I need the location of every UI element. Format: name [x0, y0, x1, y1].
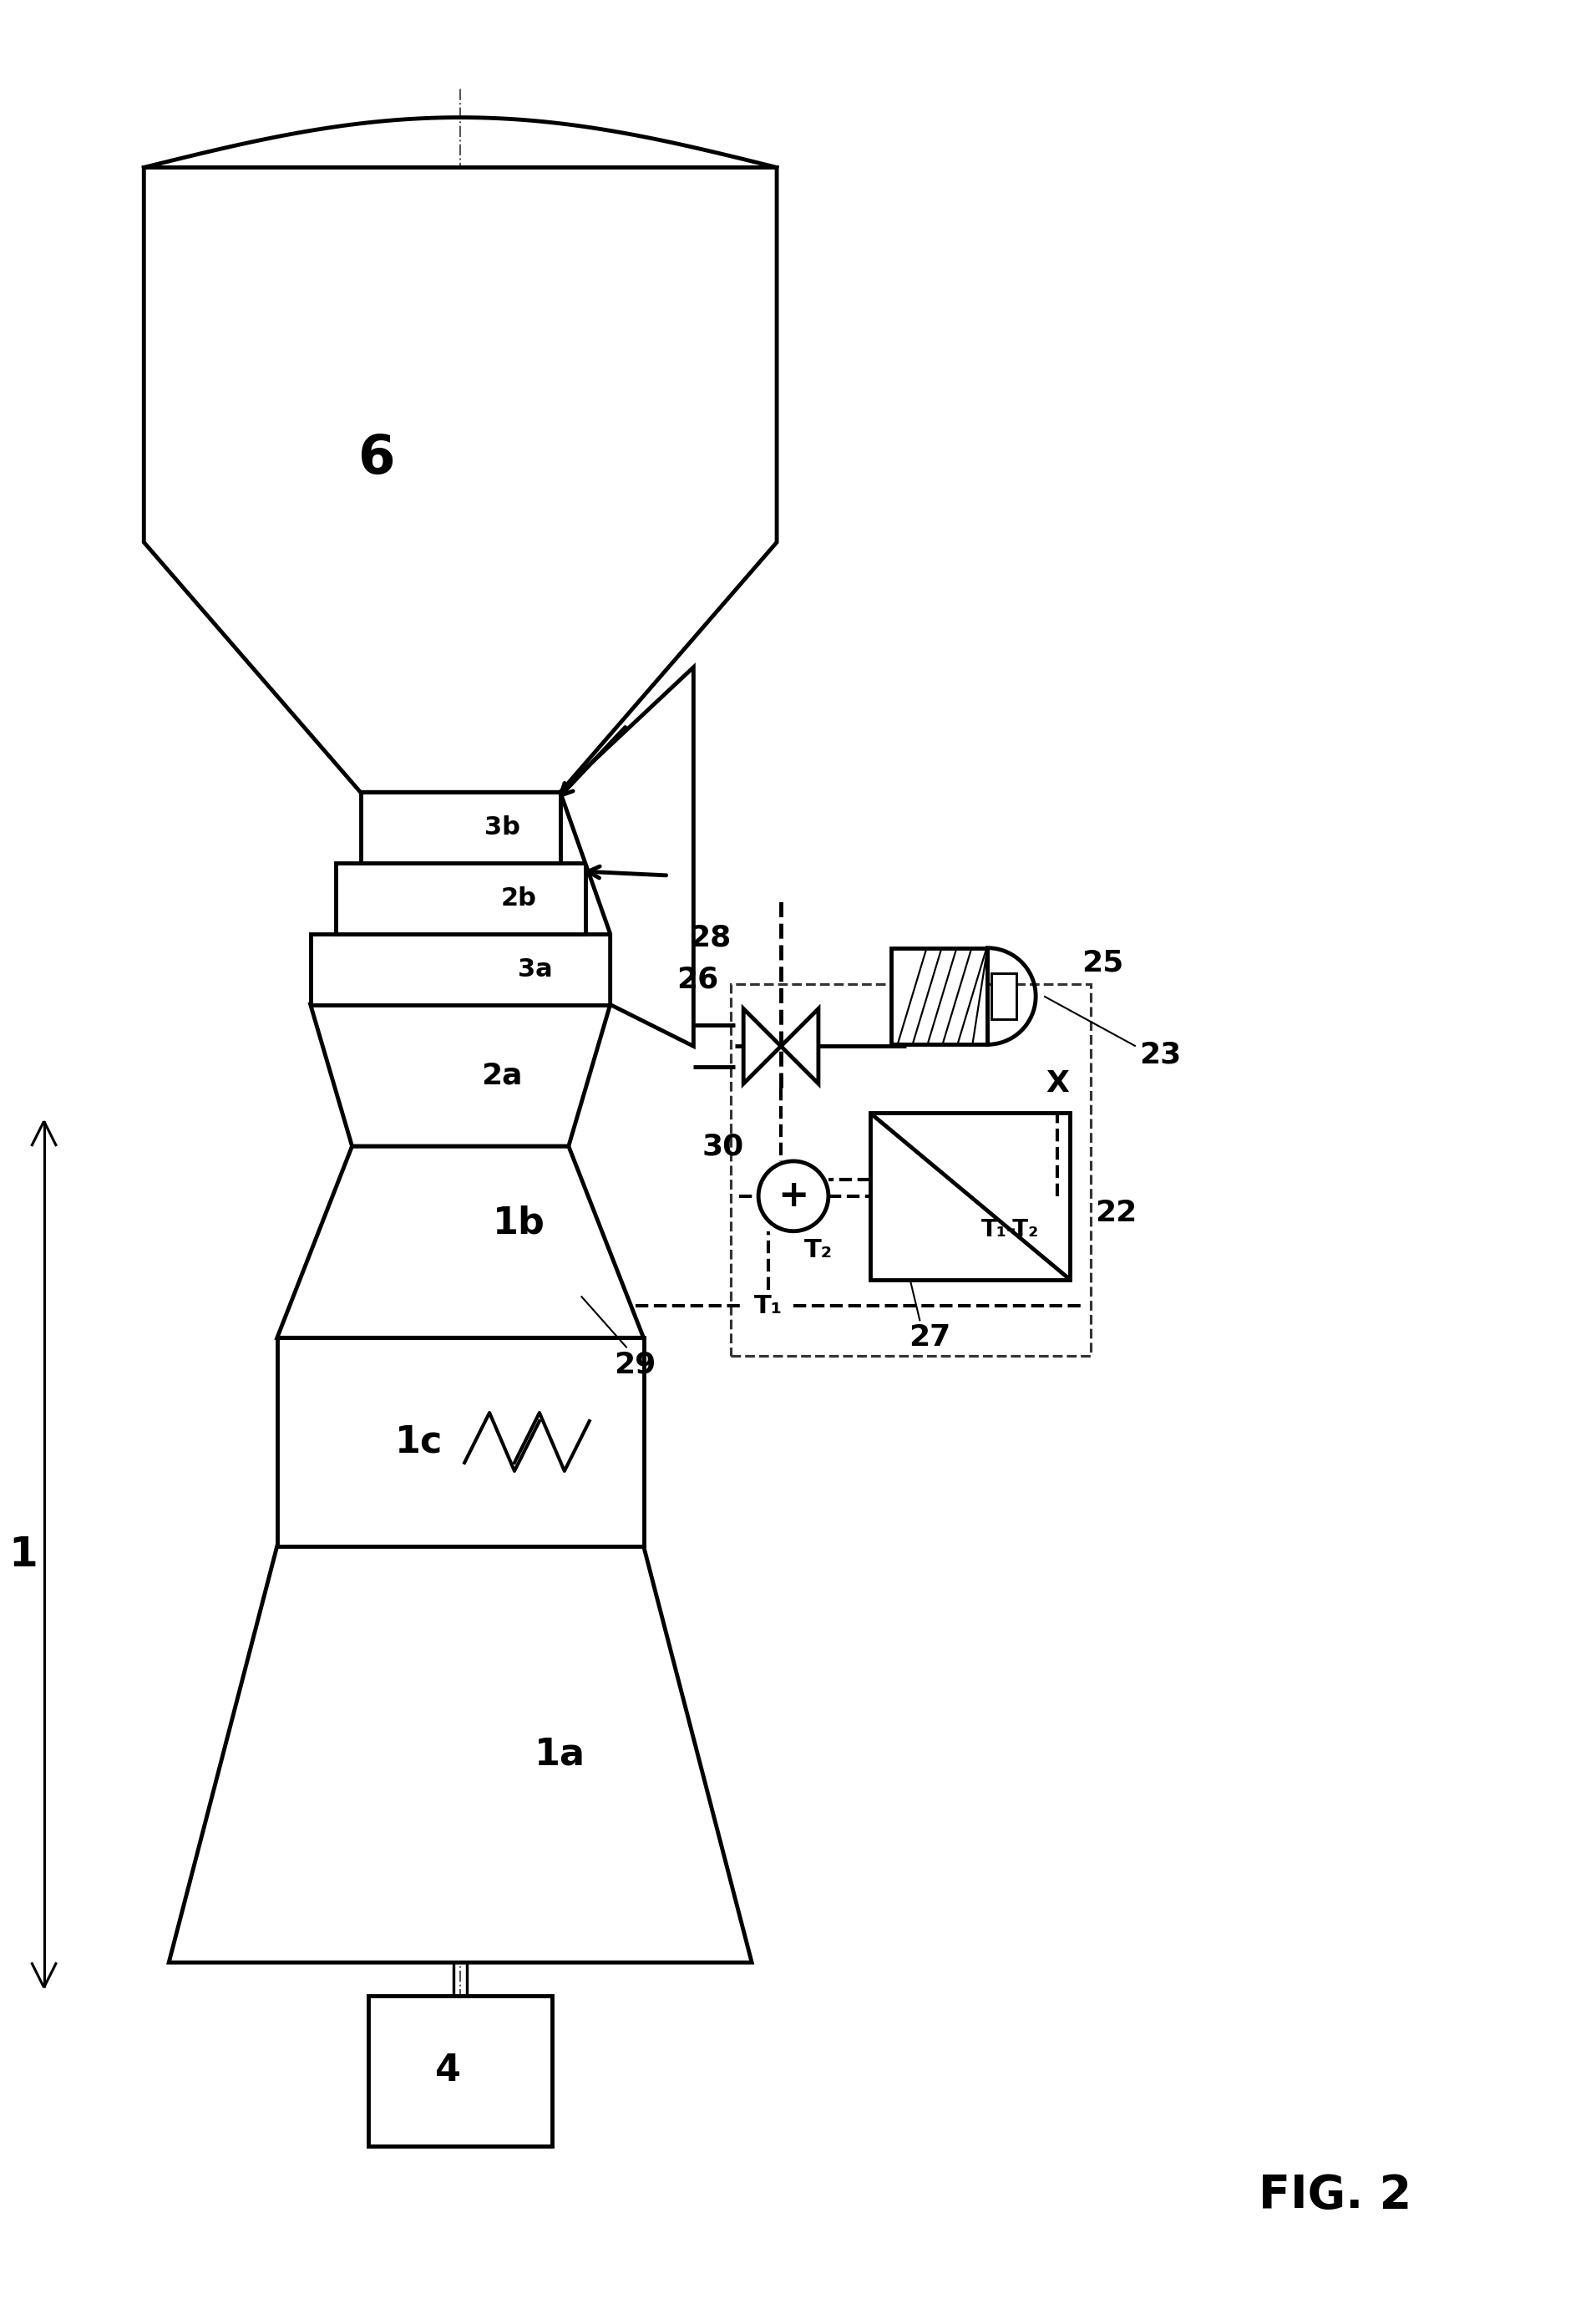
Text: 25: 25: [1082, 949, 1124, 977]
Bar: [991, 972, 1017, 1018]
Text: T₂: T₂: [804, 1239, 833, 1262]
Polygon shape: [744, 1009, 780, 1083]
Text: 28: 28: [689, 924, 731, 952]
Text: T₁: T₁: [755, 1294, 782, 1317]
Circle shape: [758, 1161, 828, 1232]
Text: 23: 23: [1140, 1041, 1181, 1069]
Text: 6: 6: [359, 432, 396, 485]
Text: 3b: 3b: [484, 816, 520, 839]
Polygon shape: [780, 1009, 819, 1083]
Bar: [361, 793, 560, 862]
Polygon shape: [560, 667, 694, 1046]
Text: 26: 26: [677, 966, 718, 993]
Text: 1a: 1a: [535, 1736, 586, 1773]
Text: FIG. 2: FIG. 2: [1258, 2173, 1411, 2219]
Text: T₁-T₂: T₁-T₂: [982, 1218, 1039, 1241]
Text: X: X: [1045, 1069, 1069, 1099]
Bar: [278, 1338, 643, 1545]
Bar: [369, 1996, 552, 2145]
Polygon shape: [169, 1545, 752, 1963]
Text: 30: 30: [702, 1131, 744, 1161]
Text: 27: 27: [910, 1324, 951, 1352]
Polygon shape: [311, 1005, 610, 1147]
Text: 29: 29: [614, 1350, 656, 1379]
Text: 2b: 2b: [501, 885, 536, 910]
Text: +: +: [777, 1177, 809, 1214]
Polygon shape: [144, 168, 777, 793]
Text: 1b: 1b: [492, 1205, 544, 1241]
Text: 4: 4: [434, 2053, 461, 2090]
Text: 2a: 2a: [482, 1062, 522, 1090]
Text: 22: 22: [1095, 1198, 1136, 1228]
Bar: [870, 1113, 1069, 1281]
Bar: [731, 984, 1090, 1356]
Polygon shape: [278, 1147, 643, 1338]
Bar: [891, 947, 988, 1044]
Text: 1: 1: [8, 1533, 38, 1575]
Bar: [335, 862, 586, 933]
Bar: [311, 933, 610, 1005]
Text: 3a: 3a: [517, 956, 552, 982]
Text: 1c: 1c: [394, 1423, 442, 1460]
